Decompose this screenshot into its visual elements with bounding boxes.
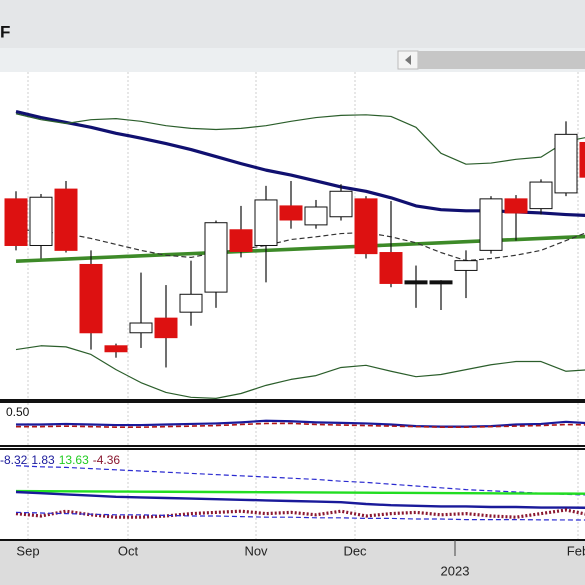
candle-body [4,198,28,246]
candle-body [479,198,503,251]
candle-body [229,229,253,252]
plot-layer: 0.50 -8.321.83 13.63 -4.36 Sep Oct Nov Dec Feb 20… [0,72,585,578]
readout: 13.63 [59,453,89,467]
readout: -8.32 [0,453,28,467]
x-tick-label: Oct [118,543,139,558]
candle-body [529,181,553,210]
candle-body [379,252,403,284]
candle-body [29,196,53,246]
series-line [15,508,585,519]
candle-body [354,198,378,255]
candle-body [429,280,453,285]
candle-body [454,260,478,271]
candle-body [404,280,428,285]
series-line [16,419,585,428]
series-line [15,489,585,495]
readout: 1.83 [31,453,55,467]
x-tick-label: Sep [16,543,39,558]
readout: -4.36 [93,453,121,467]
x-tick-label: Feb [567,543,585,558]
x-tick-label: Dec [343,543,367,558]
candle-body [154,317,178,339]
header [0,0,585,48]
year-label: 2023 [441,563,470,578]
label-bg [0,405,36,421]
x-tick-label: Nov [244,543,268,558]
candle-body [279,205,303,221]
candle-body [204,222,228,293]
series-line [15,345,585,399]
series-line [15,490,585,509]
x-axis-area [0,540,585,585]
candle-body [254,199,278,246]
candle-body [579,141,585,178]
scroll-thumb[interactable] [418,51,585,69]
arrow-icon [405,55,411,65]
candle-body [329,190,353,218]
candle-body [104,345,128,353]
candle-body [129,322,153,334]
candle-body [79,263,103,334]
panel-label: 0.50 [6,405,30,419]
series-line [15,113,585,165]
series-line [15,228,585,262]
ticker: F [0,22,10,41]
candle-body [304,206,328,226]
candle-body [504,198,528,214]
candle-body [179,293,203,313]
candle-body [554,133,578,194]
candle-body [54,188,78,251]
